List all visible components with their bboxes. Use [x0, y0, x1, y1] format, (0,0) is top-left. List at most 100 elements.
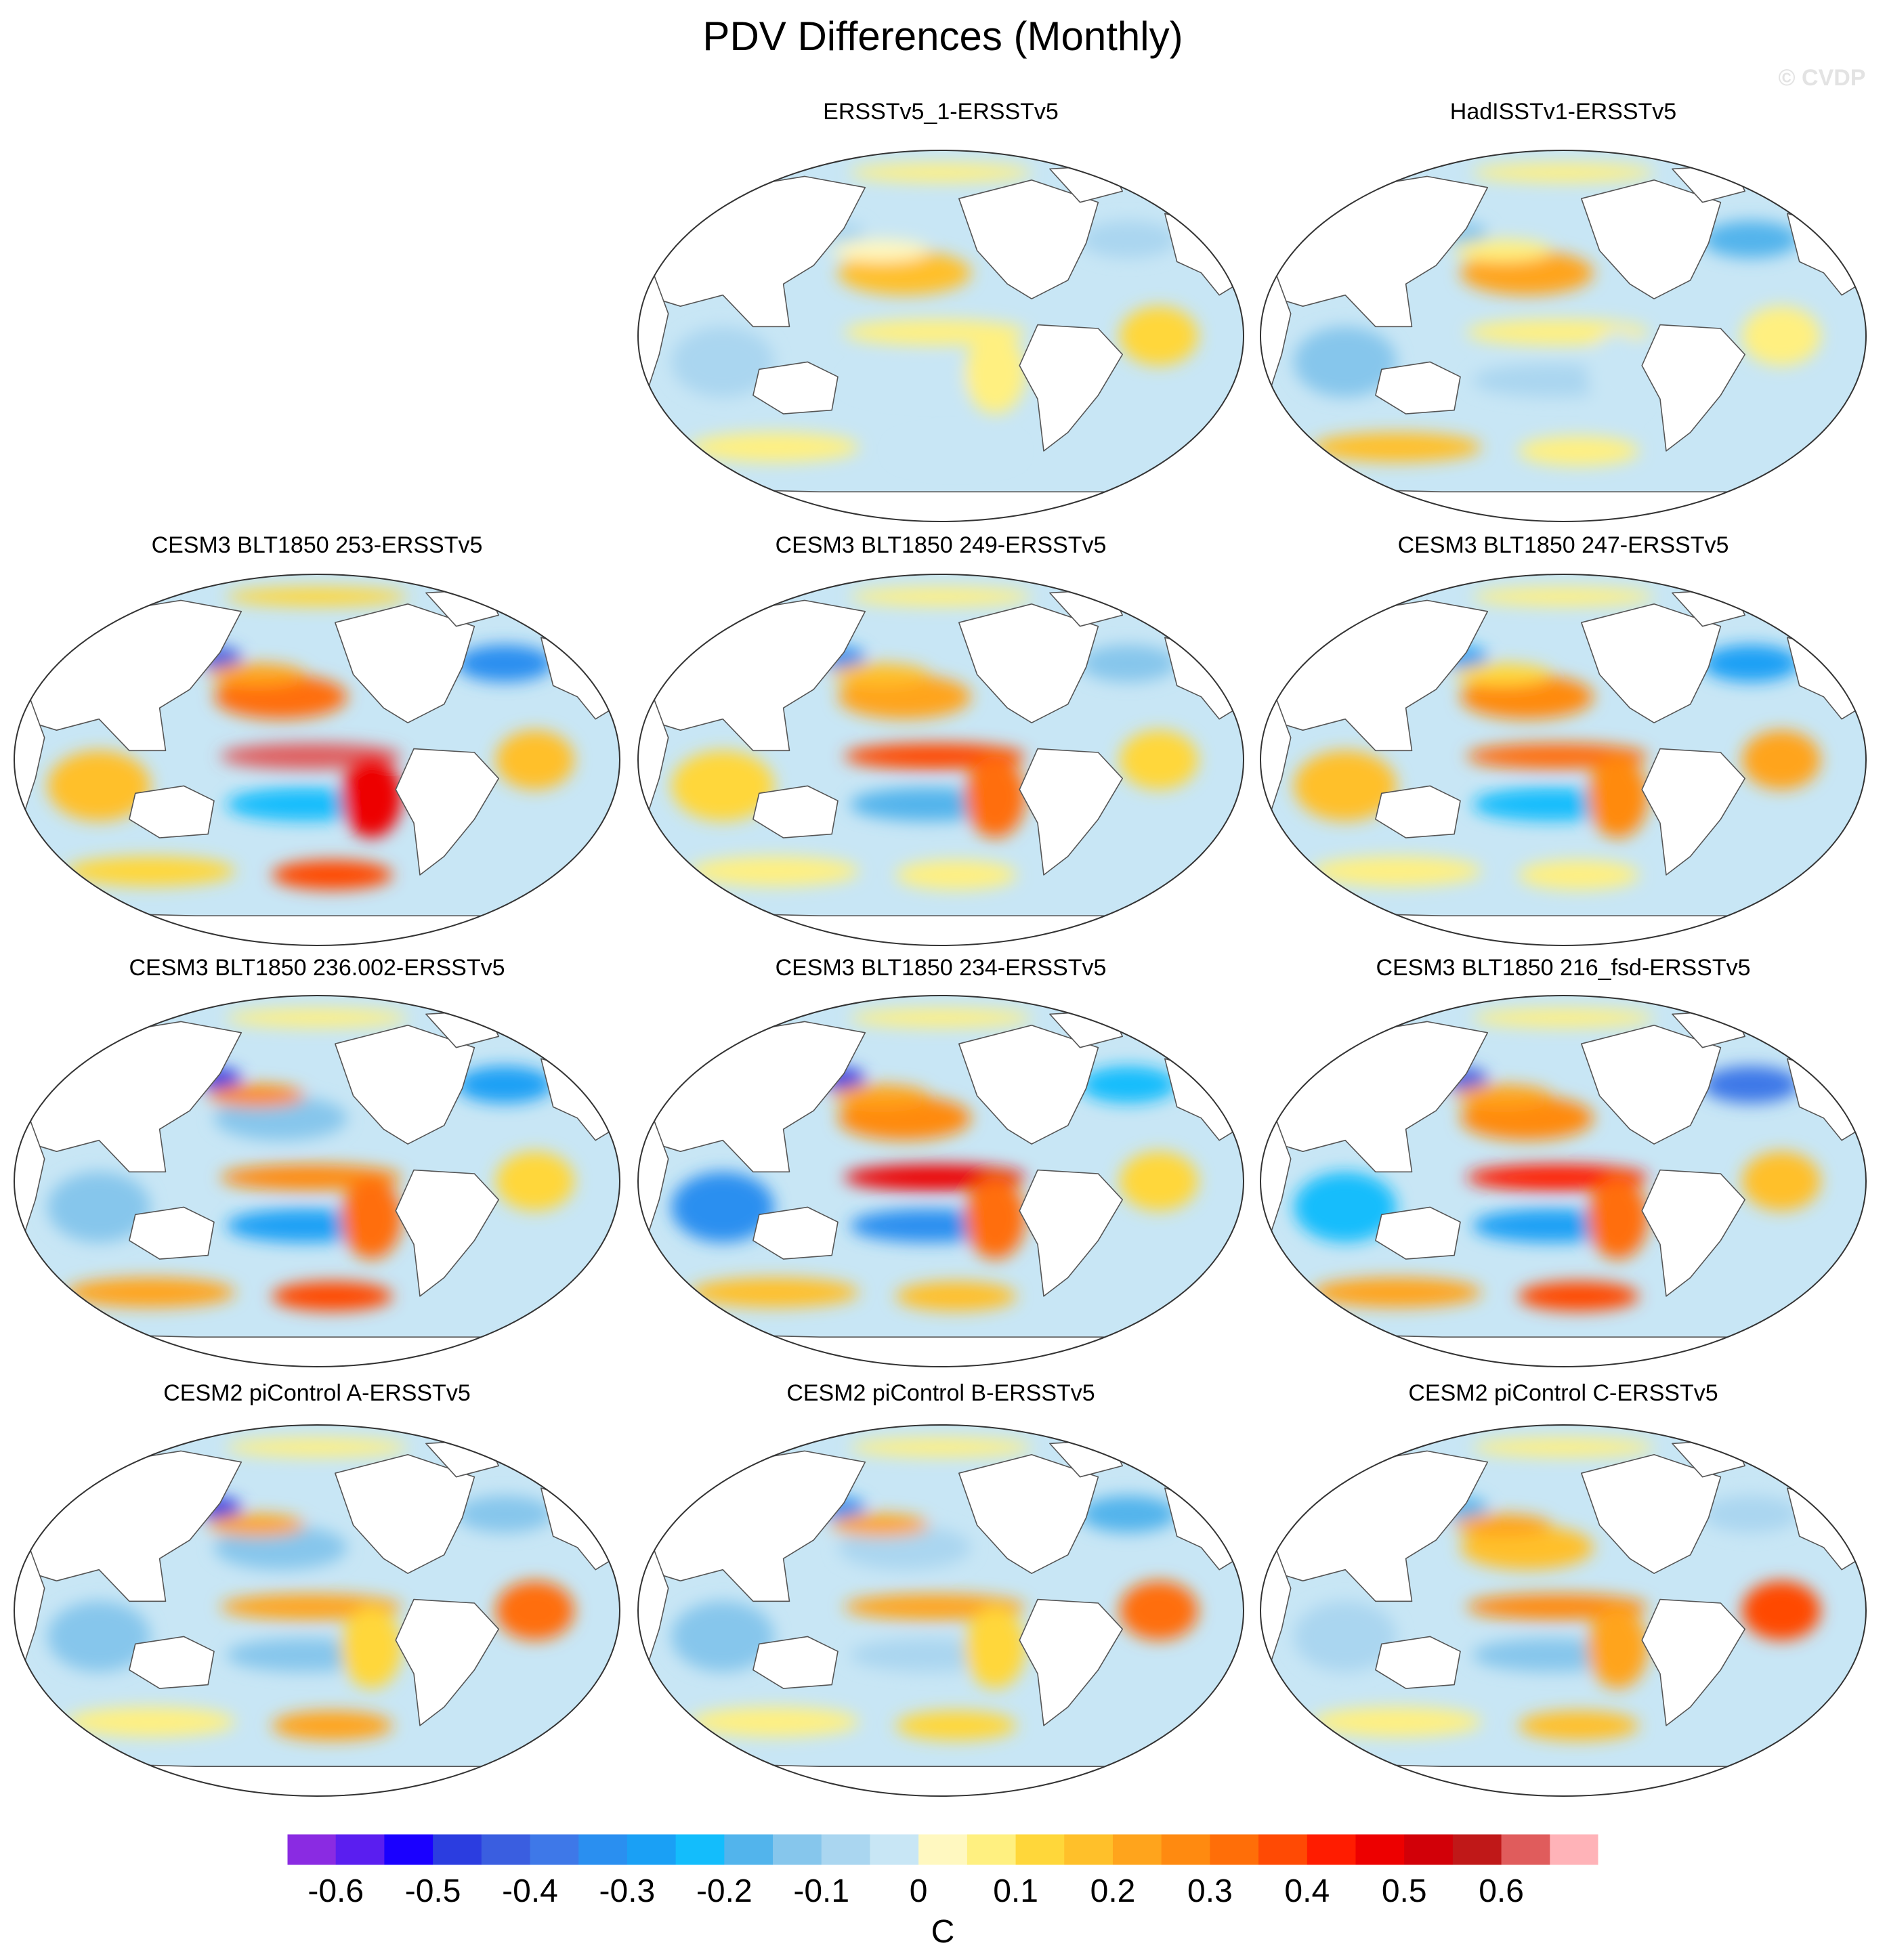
colorbar-tick-label: -0.1	[793, 1873, 849, 1909]
anomaly-region-north-atlantic	[1702, 1495, 1800, 1533]
colorbar-swatch	[530, 1834, 579, 1865]
land-antarctica	[638, 1762, 1244, 1796]
colorbar-tick-label: -0.2	[696, 1873, 752, 1909]
anomaly-region-south-pacific-high	[271, 859, 393, 890]
anomaly-region-south-pacific-high	[1517, 859, 1639, 890]
land-north-america	[958, 179, 1099, 300]
colorbar: -0.6 -0.5 -0.4 -0.3 -0.2 -0.1 0 0.1 0.2 0.3 0.4 0.5…	[287, 1833, 1599, 1909]
anomaly-region-south-pacific-high	[895, 435, 1017, 466]
colorbar-swatch	[1307, 1834, 1356, 1865]
colorbar-tick-label: -0.4	[502, 1873, 558, 1909]
land-antarctica	[1260, 1762, 1866, 1796]
land-south-america	[1641, 1169, 1745, 1297]
colorbar-swatch	[1404, 1834, 1454, 1865]
anomaly-region-tropical-atlantic	[495, 730, 574, 790]
anomaly-region-kuroshio	[1454, 1084, 1552, 1107]
anomaly-region-arctic	[1472, 1438, 1655, 1457]
anomaly-region-kuroshio	[208, 1514, 305, 1537]
land-australia	[752, 1636, 839, 1689]
anomaly-region-arctic	[226, 587, 408, 606]
colorbar-swatch	[1550, 1834, 1599, 1865]
anomaly-region-north-pacific	[838, 1095, 971, 1141]
map-outline	[1260, 150, 1867, 522]
colorbar-swatch	[627, 1834, 677, 1865]
anomaly-region-south-pacific-high	[271, 1281, 393, 1311]
anomaly-region-south-pacific-high	[1517, 1710, 1639, 1741]
map-outline	[14, 1424, 620, 1797]
anomaly-region-indian-ocean	[671, 1601, 775, 1672]
colorbar-tick-label: -0.6	[308, 1873, 364, 1909]
colorbar-swatch	[724, 1834, 773, 1865]
colorbar-swatch	[481, 1834, 531, 1865]
anomaly-region-kuroshio	[1454, 663, 1552, 686]
colorbar-swatch	[287, 1834, 337, 1865]
map-panel: ERSSTv5_1-ERSSTv5	[637, 99, 1244, 522]
colorbar-frame	[287, 1833, 1599, 1866]
anomaly-region-se-pacific	[1587, 756, 1649, 838]
land-south-america	[1641, 748, 1745, 876]
land-antarctica	[14, 1762, 620, 1796]
anomaly-region-north-pacific	[1460, 1525, 1594, 1570]
panel-title: CESM3 BLT1850 247-ERSSTv5	[1398, 532, 1729, 558]
anomaly-region-kuroshio	[208, 663, 305, 686]
land-north-america	[334, 603, 475, 723]
land-antarctica	[1260, 911, 1866, 945]
anomaly-region-se-pacific	[964, 1606, 1026, 1689]
land-australia	[752, 1206, 839, 1260]
anomaly-region-north-atlantic	[456, 1495, 553, 1533]
land-south-america	[395, 1598, 500, 1726]
colorbar-swatch	[1161, 1834, 1210, 1865]
map-outline	[14, 574, 620, 946]
colorbar-tick-label: 0.5	[1382, 1873, 1427, 1909]
anomaly-region-se-pacific	[1587, 332, 1649, 414]
anomaly-region-north-pacific	[838, 674, 971, 719]
land-australia	[1375, 785, 1461, 838]
colorbar-tick-label: 0	[910, 1873, 928, 1909]
anomaly-region-south-pacific-high	[1517, 1281, 1639, 1311]
anomaly-region-tropical-atlantic	[1741, 1151, 1821, 1211]
anomaly-region-kuroshio	[208, 1084, 305, 1107]
anomaly-region-north-atlantic	[456, 645, 553, 682]
colorbar-tick-label: 0.1	[993, 1873, 1038, 1909]
anomaly-region-arctic	[849, 1008, 1032, 1027]
map-panel: CESM2 piControl C-ERSSTv5	[1260, 1380, 1867, 1797]
colorbar-swatch	[1452, 1834, 1502, 1865]
colorbar-swatch	[384, 1834, 433, 1865]
anomaly-region-se-pacific	[1587, 1606, 1649, 1689]
anomaly-region-se-pacific	[964, 332, 1026, 414]
map-panel: HadISSTv1-ERSSTv5	[1260, 99, 1867, 522]
land-north-america	[1581, 1025, 1722, 1145]
anomaly-region-arctic	[1472, 587, 1655, 606]
anomaly-region-south-pacific-high	[895, 1710, 1017, 1741]
land-south-america	[1019, 324, 1123, 452]
map-outline	[637, 574, 1244, 946]
anomaly-region-se-pacific	[341, 756, 402, 838]
anomaly-region-north-pacific	[214, 1095, 347, 1141]
anomaly-region-indian-ocean	[1294, 326, 1397, 398]
colorbar-units-label: C	[931, 1914, 955, 1950]
anomaly-region-southern-ocean	[1311, 1277, 1482, 1308]
anomaly-region-southern-ocean	[1311, 1707, 1482, 1737]
land-australia	[1375, 1636, 1461, 1689]
anomaly-region-southern-ocean	[65, 856, 236, 887]
land-australia	[1375, 1206, 1461, 1260]
anomaly-region-southern-ocean	[65, 1707, 236, 1737]
map-outline	[1260, 995, 1867, 1367]
land-north-america	[1581, 1454, 1722, 1574]
land-north-america	[1581, 179, 1722, 300]
map-panels: ERSSTv5_1-ERSSTv5 HadISSTv1-ERSSTv5 CESM3 …	[14, 99, 1867, 1797]
panel-title: CESM3 BLT1850 216_fsd-ERSSTv5	[1376, 955, 1750, 981]
anomaly-region-kuroshio	[1454, 1514, 1552, 1537]
map-panel: CESM3 BLT1850 236.002-ERSSTv5	[14, 955, 620, 1367]
land-antarctica	[638, 911, 1244, 945]
anomaly-region-southern-ocean	[689, 1707, 860, 1737]
anomaly-region-arctic	[226, 1438, 408, 1457]
map-outline	[14, 995, 620, 1367]
anomaly-region-se-pacific	[1587, 1177, 1649, 1260]
anomaly-region-southern-ocean	[65, 1277, 236, 1308]
anomaly-region-indian-ocean	[671, 326, 775, 398]
anomaly-region-indian-ocean	[1294, 1601, 1397, 1672]
anomaly-region-tropical-atlantic	[495, 1581, 574, 1640]
land-australia	[1375, 361, 1461, 414]
colorbar-swatch	[773, 1834, 822, 1865]
